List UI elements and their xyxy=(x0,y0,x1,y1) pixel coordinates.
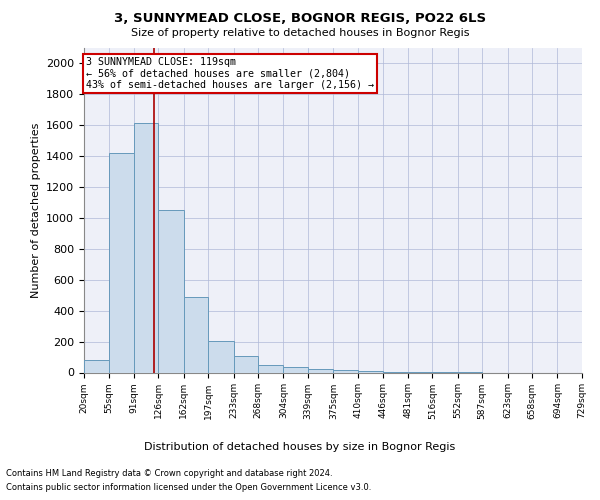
Bar xyxy=(258,365,283,372)
Bar xyxy=(334,370,358,372)
Text: Contains public sector information licensed under the Open Government Licence v3: Contains public sector information licen… xyxy=(6,484,371,492)
Bar xyxy=(109,152,134,372)
Bar xyxy=(283,367,308,372)
Bar xyxy=(158,210,184,372)
Text: 3 SUNNYMEAD CLOSE: 119sqm
← 56% of detached houses are smaller (2,804)
43% of se: 3 SUNNYMEAD CLOSE: 119sqm ← 56% of detac… xyxy=(86,57,374,90)
Y-axis label: Number of detached properties: Number of detached properties xyxy=(31,122,41,298)
Bar xyxy=(233,356,258,372)
Text: Contains HM Land Registry data © Crown copyright and database right 2024.: Contains HM Land Registry data © Crown c… xyxy=(6,468,332,477)
Bar xyxy=(184,296,208,372)
Text: Distribution of detached houses by size in Bognor Regis: Distribution of detached houses by size … xyxy=(145,442,455,452)
Bar xyxy=(208,341,233,372)
Bar xyxy=(308,369,334,372)
Text: Size of property relative to detached houses in Bognor Regis: Size of property relative to detached ho… xyxy=(131,28,469,38)
Bar xyxy=(84,360,109,372)
Bar xyxy=(134,124,158,372)
Text: 3, SUNNYMEAD CLOSE, BOGNOR REGIS, PO22 6LS: 3, SUNNYMEAD CLOSE, BOGNOR REGIS, PO22 6… xyxy=(114,12,486,26)
